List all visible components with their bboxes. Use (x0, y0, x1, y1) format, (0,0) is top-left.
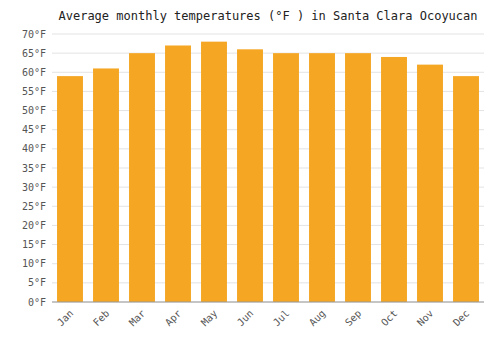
bar (309, 53, 335, 302)
y-tick-label: 30°F (22, 182, 46, 193)
x-tick-label: Dec (451, 308, 472, 329)
x-tick-label: May (199, 308, 220, 329)
chart-svg: Average monthly temperatures (°F ) in Sa… (0, 0, 500, 350)
x-tick-label: Feb (91, 308, 112, 329)
x-tick-label: Mar (127, 308, 148, 329)
x-tick-label: Jan (55, 308, 76, 329)
y-axis: 0°F 5°F 10°F 15°F 20°F 25°F 30°F 35°F 40°F 45°F 50… (22, 29, 46, 308)
y-tick-label: 10°F (22, 258, 46, 269)
grid (52, 34, 484, 302)
y-tick-label: 25°F (22, 201, 46, 212)
bar (165, 45, 191, 302)
bar (417, 65, 443, 302)
y-tick-label: 45°F (22, 124, 46, 135)
y-tick-label: 55°F (22, 86, 46, 97)
bar (129, 53, 155, 302)
x-tick-label: Oct (379, 308, 400, 329)
y-tick-label: 60°F (22, 67, 46, 78)
bar (345, 53, 371, 302)
y-tick-label: 35°F (22, 163, 46, 174)
y-tick-label: 70°F (22, 29, 46, 40)
grid-line (52, 53, 484, 54)
y-tick-label: 65°F (22, 48, 46, 59)
bar (381, 57, 407, 302)
y-tick-label: 40°F (22, 143, 46, 154)
y-tick-label: 50°F (22, 105, 46, 116)
bar (273, 53, 299, 302)
bar (453, 76, 479, 302)
title: Average monthly temperatures (°F ) in Sa… (58, 9, 477, 23)
grid-line (52, 34, 484, 35)
x-tick-label: Sep (343, 308, 364, 329)
bar (57, 76, 83, 302)
y-tick-label: 20°F (22, 220, 46, 231)
x-tick-label: Nov (415, 308, 436, 329)
grid-line (52, 302, 484, 303)
bars (57, 42, 479, 302)
x-tick-label: Jun (235, 308, 256, 329)
y-tick-label: 5°F (28, 277, 46, 288)
x-axis: Jan Feb Mar Apr May Jun Jul Aug Sep Oct Nov Dec (52, 302, 484, 328)
bar (201, 42, 227, 302)
x-tick-label: Aug (307, 308, 328, 329)
x-tick-label: Apr (163, 308, 184, 329)
x-axis-line (52, 302, 484, 303)
x-tick-label: Jul (271, 308, 292, 329)
bar (237, 49, 263, 302)
y-tick-label: 15°F (22, 239, 46, 250)
chart-container: Average monthly temperatures (°F ) in Sa… (0, 0, 500, 350)
bar (93, 68, 119, 302)
y-tick-label: 0°F (28, 297, 46, 308)
